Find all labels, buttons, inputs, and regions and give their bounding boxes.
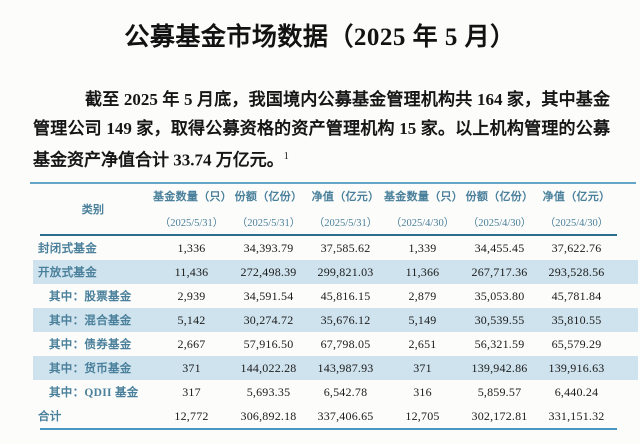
table-cell: 2,667 [177, 336, 206, 351]
table-cell: 371 [413, 360, 432, 375]
table-cell: 143,987.93 [317, 360, 374, 375]
table-cell: 30,274.72 [243, 312, 294, 327]
table-cell: 56,321.59 [474, 336, 525, 351]
header-title: 份额（亿份） [234, 191, 303, 204]
row-label: 开放式基金 [38, 267, 97, 280]
table-cell: 6,440.24 [554, 384, 599, 399]
table-cell: 144,022.28 [240, 360, 297, 375]
header-shares-may: 份额（亿份） （2025/5/31） [230, 184, 307, 234]
table-cell: 1,336 [177, 240, 206, 255]
header-date: （2025/5/31） [236, 218, 301, 230]
row-label: 合计 [38, 411, 62, 424]
header-fund-count-april: 基金数量（只） （2025/4/30） [384, 184, 464, 234]
intro-paragraph: 截至 2025 年 5 月底，我国境内公募基金管理机构共 164 家，其中基金管… [33, 86, 610, 175]
row-label: 其中：股票基金 [49, 291, 132, 304]
header-title: 份额（亿份） [465, 191, 534, 204]
table-cell: 139,942.86 [471, 360, 528, 375]
row-label: 其中：QDII 基金 [49, 387, 139, 400]
table-cell: 45,816.15 [320, 288, 371, 303]
table-cell: 2,879 [408, 288, 437, 303]
table-cell: 2,939 [177, 288, 206, 303]
table-cell: 35,676.12 [320, 312, 371, 327]
table-row-open-end: 开放式基金 11,436 272,498.39 299,821.03 11,36… [33, 260, 638, 285]
table-cell: 139,916.63 [548, 360, 605, 375]
table-cell: 316 [413, 384, 432, 399]
table-cell: 306,892.18 [240, 408, 297, 423]
table-cell: 331,151.32 [548, 408, 605, 423]
table-row-bond: 其中：债券基金 2,667 57,916.50 67,798.05 2,651 … [33, 332, 638, 356]
table-cell: 317 [182, 384, 201, 399]
row-label: 其中：债券基金 [49, 339, 132, 352]
table-cell: 65,579.29 [551, 336, 602, 351]
header-date: （2025/4/30） [467, 218, 532, 230]
table-row-qdii: 其中：QDII 基金 317 5,693.35 6,542.78 316 5,8… [33, 380, 638, 404]
header-date: （2025/5/31） [313, 218, 378, 230]
table-row-total: 合计 12,772 306,892.18 337,406.65 12,705 3… [33, 404, 638, 428]
table-row-closed-end: 封闭式基金 1,336 34,393.79 37,585.62 1,339 34… [33, 236, 638, 260]
table-cell: 12,772 [174, 408, 209, 423]
table-bottom-rule [40, 428, 617, 431]
table-cell: 371 [182, 360, 201, 375]
table-row-money-market: 其中：货币基金 371 144,022.28 143,987.93 371 13… [33, 356, 638, 381]
header-title: 基金数量（只） [384, 191, 464, 204]
table-cell: 37,585.62 [320, 240, 371, 255]
table-cell: 67,798.05 [320, 336, 371, 351]
header-net-value-april: 净值（亿元） （2025/4/30） [538, 184, 615, 234]
header-date: （2025/4/30） [390, 218, 455, 230]
row-label: 其中：混合基金 [49, 315, 132, 328]
table-cell: 5,142 [177, 312, 206, 327]
table-top-rule [40, 234, 617, 237]
row-label: 封闭式基金 [38, 243, 97, 256]
header-title: 类别 [81, 204, 105, 217]
header-date: （2025/4/30） [544, 218, 609, 230]
table-cell: 6,542.78 [323, 384, 368, 399]
table-cell: 57,916.50 [243, 336, 294, 351]
table-cell: 34,393.79 [243, 240, 294, 255]
table-header-row: 类别 基金数量（只） （2025/5/31） 份额（亿份） （2025/5/31… [33, 184, 638, 234]
header-date: （2025/5/31） [159, 218, 224, 230]
table-cell: 34,455.45 [474, 240, 525, 255]
table-cell: 1,339 [408, 240, 437, 255]
table-cell: 272,498.39 [240, 264, 297, 279]
table-cell: 337,406.65 [317, 408, 374, 423]
header-shares-april: 份额（亿份） （2025/4/30） [461, 184, 538, 234]
fund-table: 类别 基金数量（只） （2025/5/31） 份额（亿份） （2025/5/31… [33, 184, 638, 431]
page-title: 公募基金市场数据（2025 年 5 月） [124, 24, 516, 51]
header-category: 类别 [33, 184, 153, 234]
table-cell: 30,539.55 [474, 312, 525, 327]
table-cell: 5,149 [408, 312, 437, 327]
section-divider [30, 182, 636, 185]
row-label: 其中：货币基金 [49, 363, 132, 376]
header-title: 基金数量（只） [153, 191, 233, 204]
table-cell: 35,053.80 [474, 288, 525, 303]
table-cell: 34,591.54 [243, 288, 294, 303]
table-cell: 11,366 [405, 264, 440, 279]
table-cell: 2,651 [408, 336, 437, 351]
table-cell: 35,810.55 [551, 312, 602, 327]
table-row-equity: 其中：股票基金 2,939 34,591.54 45,816.15 2,879 … [33, 284, 638, 308]
table-cell: 45,781.84 [551, 288, 602, 303]
header-fund-count-may: 基金数量（只） （2025/5/31） [153, 184, 233, 234]
header-title: 净值（亿元） [311, 191, 380, 204]
table-cell: 267,717.36 [471, 264, 528, 279]
table-cell: 12,705 [405, 408, 440, 423]
table-cell: 11,436 [174, 264, 209, 279]
header-net-value-may: 净值（亿元） （2025/5/31） [307, 184, 384, 234]
intro-text: 截至 2025 年 5 月底，我国境内公募基金管理机构共 164 家，其中基金管… [33, 90, 610, 170]
table-cell: 5,693.35 [246, 384, 291, 399]
table-row-hybrid: 其中：混合基金 5,142 30,274.72 35,676.12 5,149 … [33, 308, 638, 333]
table-cell: 302,172.81 [471, 408, 528, 423]
header-title: 净值（亿元） [542, 191, 611, 204]
footnote-marker: 1 [283, 151, 289, 162]
table-cell: 37,622.76 [551, 240, 602, 255]
table-cell: 299,821.03 [317, 264, 374, 279]
table-cell: 5,859.57 [477, 384, 522, 399]
table-cell: 293,528.56 [548, 264, 605, 279]
